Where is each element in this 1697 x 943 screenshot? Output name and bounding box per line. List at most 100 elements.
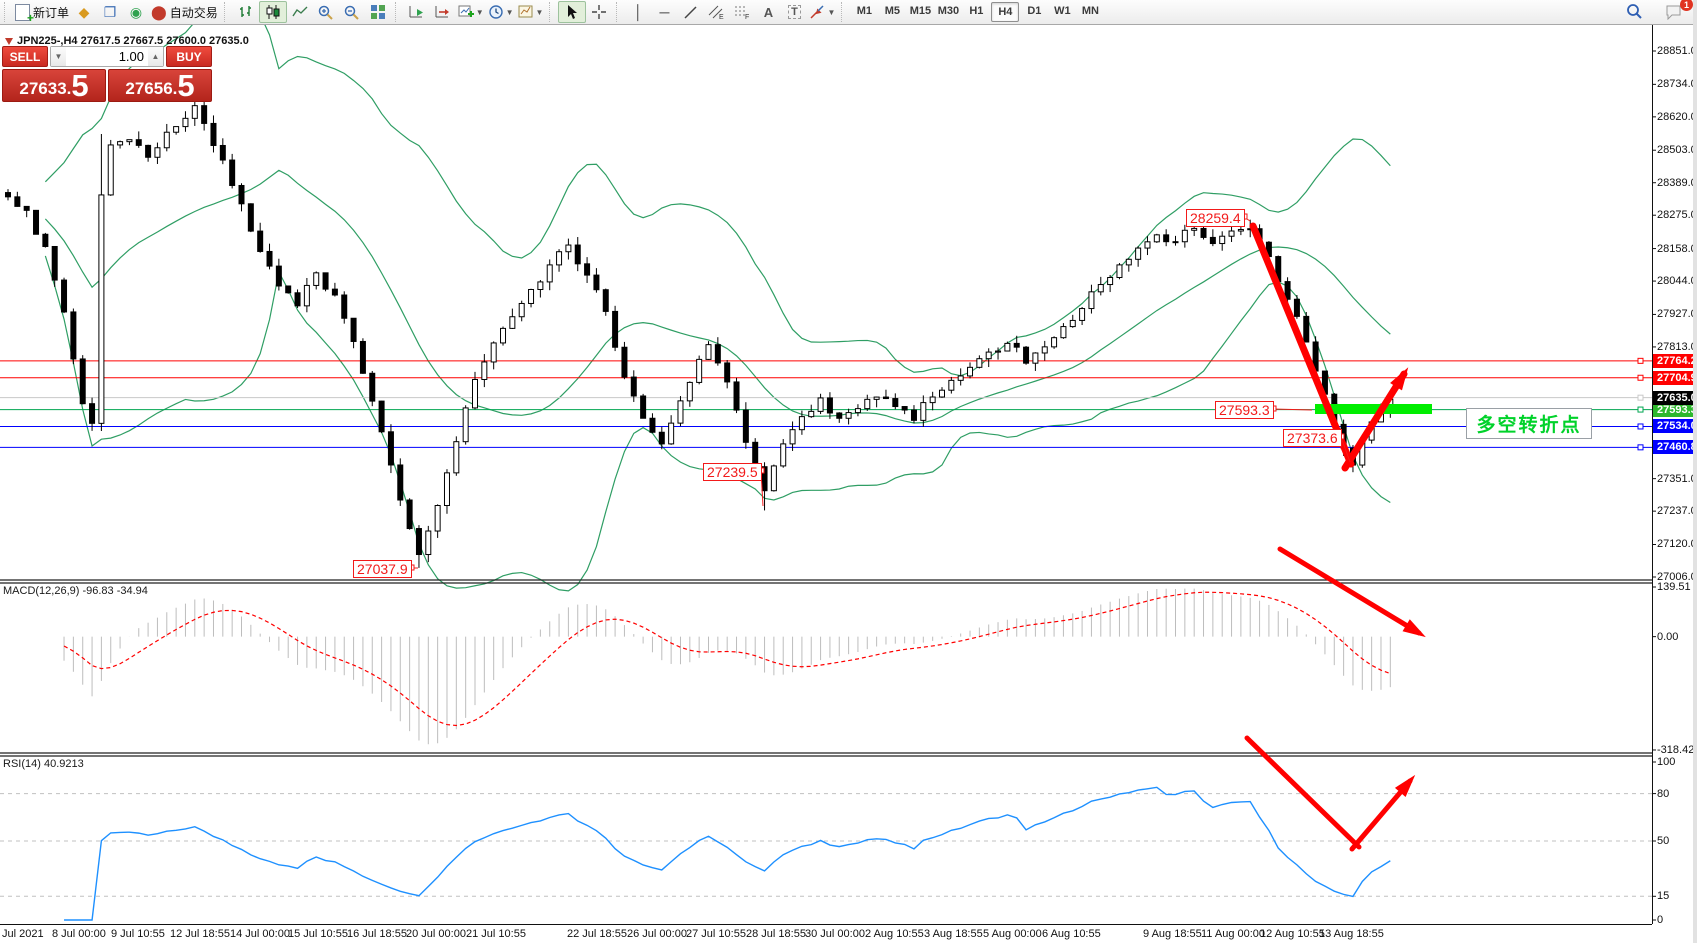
arrow-rsi_down[interactable] (1244, 735, 1362, 850)
candle-body (696, 358, 703, 383)
price-callout-27373.6[interactable]: 27373.6 (1283, 429, 1342, 447)
candle-body (443, 472, 450, 507)
timeframe-button-MN[interactable]: MN (1081, 5, 1099, 17)
sell-price-tile[interactable]: 27633. 5 (2, 69, 106, 102)
horizontal-line-tool[interactable]: ─ (651, 2, 677, 22)
tile-windows-button[interactable] (365, 2, 391, 22)
timeframe-button-H4[interactable]: H4 (991, 2, 1020, 22)
navigator-button[interactable]: ◉ (123, 2, 149, 22)
candlestick-chart-button[interactable] (258, 1, 287, 23)
price-tick: 28734.0 (1657, 78, 1697, 91)
search-icon (1627, 4, 1642, 19)
fibonacci-tool[interactable]: F (729, 2, 755, 22)
bb-upper-band[interactable] (44, 24, 1391, 377)
rsi-line (64, 786, 1391, 921)
data-window-button[interactable]: ❐ (97, 2, 123, 22)
candle-body (1284, 281, 1291, 300)
line-chart-button[interactable] (287, 2, 313, 22)
trend-arrows[interactable] (1244, 222, 1426, 852)
new-order-button[interactable]: 新订单 (13, 2, 71, 25)
text-label-tool[interactable]: T (781, 2, 807, 22)
buy-price-tile[interactable]: 27656. 5 (108, 69, 212, 102)
candle-body (154, 147, 161, 158)
text-tool[interactable]: A (755, 2, 781, 22)
arrow-main_up[interactable] (1341, 370, 1408, 472)
price-tick: 28158.0 (1657, 242, 1697, 255)
periods-button[interactable]: ▼ (486, 2, 516, 22)
candle-body (397, 464, 404, 501)
time-label: 5 Aug 00:00 (983, 928, 1042, 940)
new-chart-button[interactable]: ▼ (456, 2, 486, 22)
shapes-tool[interactable]: ▼ (807, 2, 837, 22)
equidistant-channel-tool[interactable]: E (703, 2, 729, 22)
candle-body (1023, 346, 1030, 364)
bb-lower-band[interactable] (44, 255, 1391, 592)
candle-body (742, 409, 749, 443)
market-watch-button[interactable]: ◆ (71, 2, 97, 22)
volume-input[interactable] (66, 47, 148, 66)
candle-body (462, 407, 469, 443)
timeframe-button-M30[interactable]: M30 (937, 5, 960, 17)
templates-button[interactable]: ▼ (516, 2, 546, 22)
volume-increase-button[interactable]: ▲ (148, 47, 163, 66)
timeframe-button-W1[interactable]: W1 (1054, 5, 1071, 17)
sell-button[interactable]: SELL (2, 46, 48, 67)
zoom-in-button[interactable] (313, 2, 339, 22)
time-label: 12 Jul 18:55 (170, 928, 230, 940)
time-label: 2 Aug 10:55 (865, 928, 924, 940)
candle-body (98, 194, 105, 424)
candle-body (406, 499, 413, 530)
candle-body (201, 105, 208, 124)
timeframe-button-M1[interactable]: M1 (856, 5, 873, 17)
auto-scroll-button[interactable] (404, 2, 430, 22)
candle-body (1004, 342, 1011, 352)
zoom-out-icon (344, 5, 359, 20)
candlestick-icon (266, 5, 280, 19)
search-button[interactable] (1621, 2, 1647, 22)
chart-canvas[interactable] (0, 24, 1697, 943)
trendline-tool[interactable] (677, 2, 703, 22)
toolbar-separator (549, 2, 555, 22)
candle-body (780, 443, 787, 467)
timeframe-button-H1[interactable]: H1 (969, 5, 984, 17)
candle-body (798, 416, 805, 431)
support-highlight-bar[interactable] (1315, 404, 1432, 414)
auto-trading-button[interactable]: ⬤ 自动交易 (149, 2, 220, 22)
hline-marker (1637, 444, 1644, 451)
price-callout-27037.9[interactable]: 27037.9 (353, 560, 412, 578)
price-tick: 28275.0 (1657, 209, 1697, 222)
time-label: 14 Jul 00:00 (230, 928, 290, 940)
candle-body (929, 396, 936, 404)
candle-body (1032, 352, 1039, 364)
volume-decrease-button[interactable]: ▼ (51, 47, 66, 66)
candle-body (910, 409, 917, 421)
svg-text:E: E (719, 14, 724, 20)
candle-body (668, 422, 675, 445)
vertical-line-tool[interactable]: │ (625, 2, 651, 22)
candle-body (995, 350, 1002, 353)
callout-connector (1272, 408, 1313, 411)
candle-body (135, 139, 142, 146)
turning-point-note[interactable]: 多空转折点 (1466, 408, 1592, 439)
crosshair-tool-button[interactable] (586, 2, 612, 22)
arrow-macd[interactable] (1277, 546, 1422, 636)
candle-body (359, 340, 366, 374)
price-callout-27593.3[interactable]: 27593.3 (1215, 401, 1274, 419)
arrow-main_down[interactable] (1249, 222, 1355, 468)
price-callout-27239.5[interactable]: 27239.5 (703, 463, 762, 481)
bar-chart-button[interactable] (233, 2, 259, 22)
timeframe-button-M5[interactable]: M5 (884, 5, 901, 17)
timeframe-button-D1[interactable]: D1 (1027, 5, 1042, 17)
price-axis[interactable]: 28851.0 28734.0 28620.0 28503.0 28389.0 28275… (1653, 24, 1697, 926)
time-axis[interactable]: Jul 2021 8 Jul 00:00 9 Jul 10:55 12 Jul 18:… (0, 925, 1652, 943)
chart-shift-button[interactable] (430, 2, 456, 22)
arrows-icon (810, 5, 824, 19)
candle-body (425, 530, 432, 556)
timeframe-button-M15[interactable]: M15 (909, 5, 932, 17)
cursor-tool-button[interactable] (558, 1, 587, 23)
price-callout-28259.4[interactable]: 28259.4 (1186, 209, 1245, 227)
zoom-out-button[interactable] (339, 2, 365, 22)
notifications-button[interactable]: 1 (1661, 0, 1693, 22)
buy-button[interactable]: BUY (166, 46, 212, 67)
bollinger-bands[interactable] (44, 24, 1391, 592)
